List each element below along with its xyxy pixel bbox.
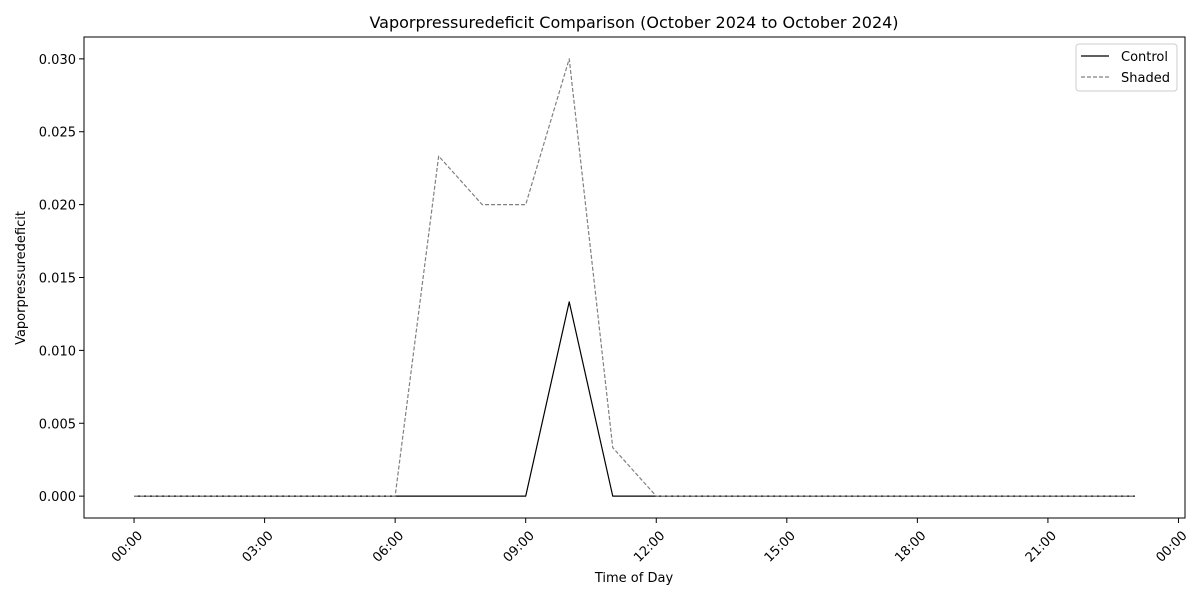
y-tick-label: 0.005 (39, 417, 76, 432)
chart-title: Vaporpressuredeficit Comparison (October… (369, 13, 898, 32)
x-tick-label: 15:00 (762, 528, 799, 565)
x-axis-label: Time of Day (594, 571, 674, 586)
legend: Control Shaded (1075, 43, 1178, 92)
x-axis: 00:00 03:00 06:00 09:00 12:00 15:00 18:00 21:00… (109, 518, 1191, 566)
x-tick-label: 18:00 (892, 528, 929, 565)
legend-label-control: Control (1121, 50, 1168, 65)
y-tick-label: 0.000 (39, 490, 76, 505)
x-tick-label: 06:00 (370, 528, 407, 565)
x-tick-label: 00:00 (109, 528, 146, 565)
y-axis-label: Vaporpressuredeficit (14, 211, 29, 345)
y-tick-label: 0.030 (39, 53, 76, 68)
legend-label-shaded: Shaded (1121, 71, 1170, 86)
x-tick-label: 12:00 (631, 528, 668, 565)
y-tick-label: 0.010 (39, 344, 76, 359)
x-tick-label: 03:00 (240, 528, 277, 565)
y-tick-label: 0.015 (39, 272, 76, 287)
plot-area (134, 58, 1135, 497)
series-line-control (134, 301, 1135, 497)
y-tick-label: 0.025 (39, 126, 76, 141)
y-axis: 0.000 0.005 0.010 0.015 0.020 0.025 0.030 (39, 53, 84, 505)
series-line-shaded (134, 58, 1135, 497)
x-tick-label: 21:00 (1023, 528, 1060, 565)
x-tick-label: 09:00 (501, 528, 538, 565)
x-tick-label: 00:00 (1153, 528, 1190, 565)
y-tick-label: 0.020 (39, 199, 76, 214)
plot-frame (83, 36, 1186, 519)
